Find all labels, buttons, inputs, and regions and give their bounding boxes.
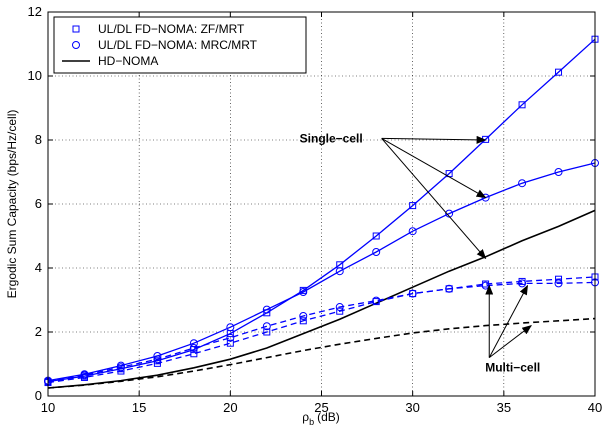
x-tick-label: 35: [497, 400, 511, 415]
data-point: [445, 209, 454, 218]
grid-lines: [48, 12, 595, 396]
data-point: [262, 305, 271, 314]
data-point: [189, 339, 198, 348]
y-tick-label: 6: [35, 196, 42, 211]
annotation-layer: Single−cell Multi−cell: [300, 131, 541, 374]
legend-marker-swatch: [72, 41, 80, 49]
annotation-arrow: [381, 138, 487, 260]
data-point: [299, 288, 308, 296]
y-tick-label: 0: [35, 388, 42, 403]
annotation-label: Single−cell: [300, 131, 363, 145]
series-line: [47, 317, 596, 389]
x-tick-label: 10: [41, 400, 55, 415]
data-point: [518, 101, 526, 109]
series-2: [47, 209, 596, 389]
data-point: [555, 275, 563, 283]
x-tick-label: 15: [132, 400, 146, 415]
annotation-arrow: [488, 284, 529, 358]
data-point: [408, 227, 417, 236]
data-point: [117, 367, 125, 375]
y-tick-label: 2: [35, 324, 42, 339]
data-point: [408, 289, 417, 298]
data-point: [80, 371, 89, 380]
data-point: [335, 303, 344, 312]
x-tick-label: 40: [588, 400, 602, 415]
series-4: [44, 278, 599, 386]
y-tick-label: 12: [28, 4, 42, 19]
data-point: [554, 279, 563, 288]
data-point: [189, 344, 198, 352]
y-tick-label: 8: [35, 132, 42, 147]
data-point: [226, 333, 235, 342]
series-5: [47, 317, 596, 389]
data-point: [554, 168, 563, 176]
annotation-arrow: [488, 324, 532, 358]
annotation-label: Multi−cell: [485, 361, 540, 375]
data-point: [153, 359, 161, 367]
x-tick-label: 25: [314, 400, 328, 415]
annotation-arrow: [381, 137, 487, 199]
data-point: [445, 284, 454, 293]
data-point: [372, 296, 381, 305]
legend-label: UL/DL FD−NOMA: MRC/MRT: [98, 38, 258, 52]
data-point: [299, 317, 307, 325]
legend-label: UL/DL FD−NOMA: ZF/MRT: [98, 22, 245, 36]
y-axis-label: Ergodic Sum Capacity (bps/Hz/cell): [5, 110, 19, 299]
annotation-arrow: [381, 135, 487, 144]
series-line: [47, 38, 596, 383]
annotation-0: Single−cell: [300, 131, 487, 260]
annotation-1: Multi−cell: [485, 284, 540, 375]
x-tick-label: 20: [223, 400, 237, 415]
y-tick-label: 10: [28, 68, 42, 83]
data-point: [336, 307, 344, 315]
x-axis-label: ρb (dB): [302, 410, 340, 427]
x-axis-label-main: ρ: [302, 410, 309, 424]
series-line: [47, 162, 596, 382]
data-point: [153, 355, 162, 364]
series-line: [47, 276, 596, 384]
data-point: [262, 322, 271, 331]
legend: UL/DL FD−NOMA: ZF/MRT UL/DL FD−NOMA: MRC/…: [53, 16, 307, 74]
axis-ticks: 10 15 20 25 30 35 40 0 2 4 6 8 10 12: [28, 4, 603, 415]
data-point: [190, 350, 198, 358]
series-line: [47, 209, 596, 389]
data-point: [299, 312, 308, 320]
data-point: [372, 232, 380, 240]
legend-marker-swatch: [72, 25, 80, 33]
x-axis-label-unit: (dB): [317, 410, 340, 424]
data-point: [335, 267, 344, 276]
series-layer: [44, 35, 599, 389]
legend-label: HD−NOMA: [98, 54, 158, 68]
legend-box: [53, 16, 307, 74]
legend-item-2: HD−NOMA: [62, 54, 158, 68]
data-point: [555, 68, 563, 76]
x-axis-label-sub: b: [309, 417, 314, 427]
series-1: [44, 159, 599, 385]
data-point: [409, 202, 417, 210]
data-point: [518, 179, 527, 188]
y-tick-label: 4: [35, 260, 42, 275]
data-point: [116, 363, 125, 372]
data-point: [263, 328, 271, 336]
legend-item-0: UL/DL FD−NOMA: ZF/MRT: [72, 22, 245, 36]
data-point: [226, 323, 235, 332]
legend-item-1: UL/DL FD−NOMA: MRC/MRT: [72, 38, 258, 52]
series-line: [47, 281, 596, 383]
data-point: [372, 248, 381, 256]
data-point: [226, 339, 234, 347]
x-tick-label: 30: [405, 400, 419, 415]
